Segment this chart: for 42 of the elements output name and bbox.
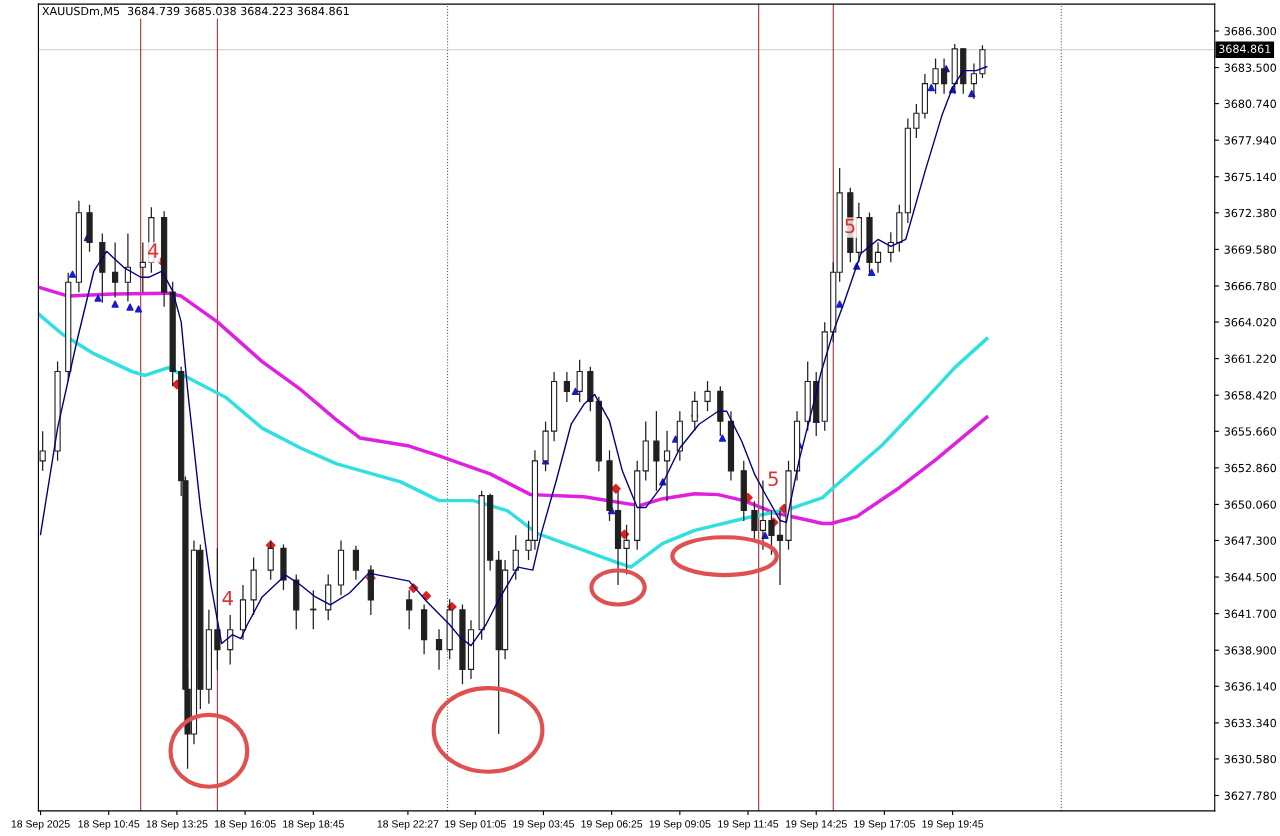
x-tick-label: 18 Sep 18:45 — [283, 820, 344, 830]
y-tick-label: 3636.140 — [1224, 682, 1277, 691]
x-tick-label: 18 Sep 13:25 — [146, 820, 208, 830]
y-tick-label: 3661.220 — [1224, 354, 1277, 363]
y-tick-label: 3686.300 — [1224, 26, 1277, 36]
x-tick-label: 18 Sep 22:27 — [377, 820, 439, 830]
annotation: 4 — [222, 591, 233, 606]
y-tick-label: 3680.740 — [1224, 99, 1277, 108]
y-tick-label: 3666.780 — [1224, 281, 1277, 291]
x-tick-label: 18 Sep 2025 — [11, 820, 70, 830]
y-tick-label: 3633.340 — [1224, 718, 1277, 728]
y-tick-label: 3658.420 — [1224, 391, 1277, 400]
y-tick-label: 3641.700 — [1224, 609, 1277, 619]
y-tick-label: 3669.580 — [1224, 245, 1277, 254]
x-tick-label: 18 Sep 16:05 — [214, 820, 276, 830]
y-tick-label: 3655.660 — [1224, 427, 1277, 436]
annotation: 4 — [147, 243, 159, 258]
y-tick-label: 3627.780 — [1224, 791, 1277, 800]
y-tick-label: 3672.380 — [1224, 208, 1277, 218]
y-tick-label: 3647.300 — [1224, 536, 1277, 545]
x-tick-label: 18 Sep 10:45 — [78, 820, 140, 830]
y-tick-label: 3644.500 — [1224, 573, 1277, 582]
x-tick-label: 19 Sep 11:45 — [718, 820, 779, 830]
y-tick-label: 3675.140 — [1224, 172, 1277, 182]
annotation: 5 — [768, 471, 778, 487]
x-tick-label: 19 Sep 06:25 — [581, 820, 643, 830]
x-tick-label: 19 Sep 03:45 — [513, 820, 574, 830]
annotation: 5 — [845, 218, 855, 234]
ref-line-label: 3684.861 — [1219, 44, 1271, 53]
y-tick-label: 3630.580 — [1224, 754, 1277, 764]
y-tick-label: 3650.060 — [1224, 500, 1277, 509]
x-tick-label: 19 Sep 17:05 — [854, 820, 915, 830]
y-tick-label: 3638.900 — [1224, 646, 1277, 655]
y-tick-label: 3652.860 — [1224, 463, 1277, 473]
y-tick-label: 3664.020 — [1224, 318, 1277, 327]
y-tick-label: 3683.500 — [1224, 63, 1277, 72]
x-tick-label: 19 Sep 01:05 — [445, 820, 506, 830]
chart-title: XAUUSDm,M5 3684.739 3685.038 3684.223 3684.861 — [42, 6, 349, 17]
x-tick-label: 19 Sep 14:25 — [786, 820, 847, 830]
x-tick-label: 19 Sep 19:45 — [922, 820, 984, 830]
y-tick-label: 3677.940 — [1224, 136, 1277, 145]
x-tick-label: 19 Sep 09:05 — [649, 820, 711, 830]
